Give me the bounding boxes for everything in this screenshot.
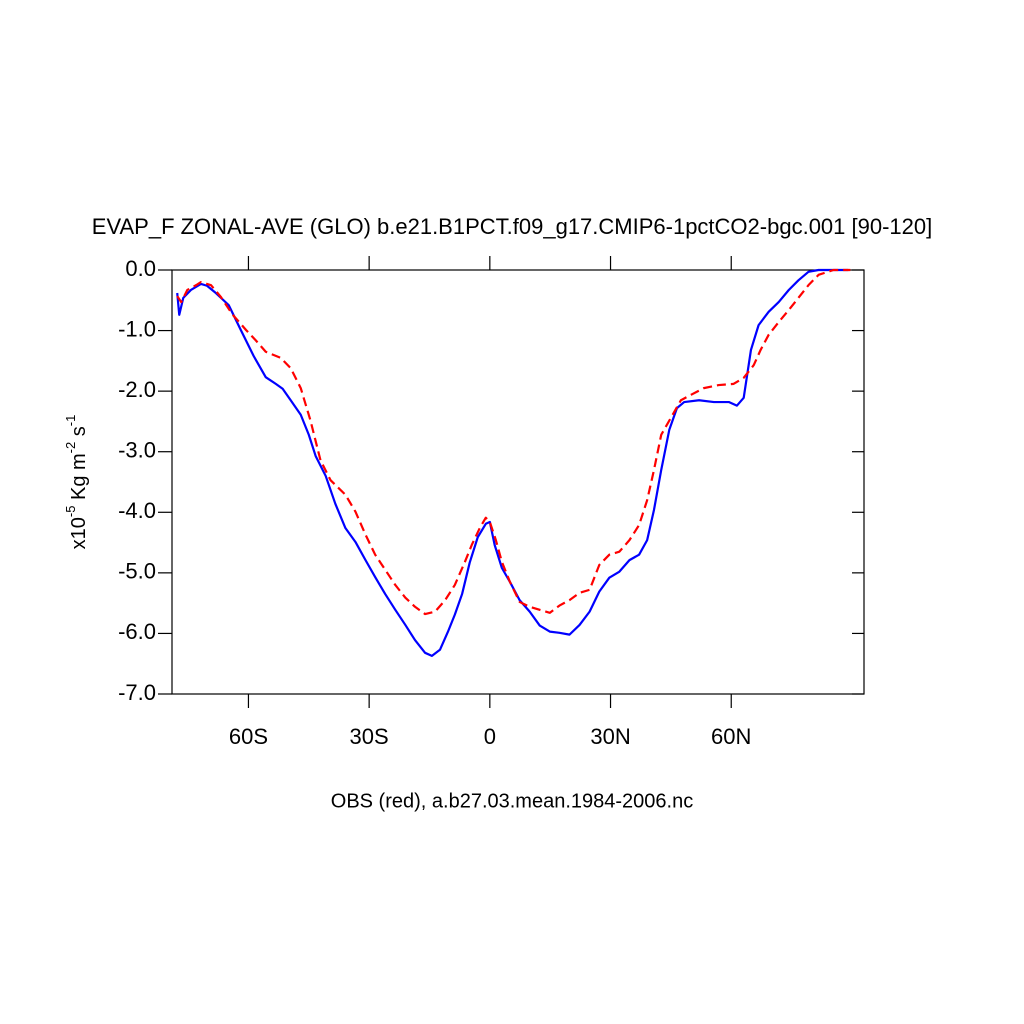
y-axis-label-part: x10 [68, 517, 90, 549]
x-tick-label: 60S [229, 724, 268, 749]
data-line [176, 268, 849, 657]
x-tick-label: 60N [711, 724, 751, 749]
x-tick-label: 0 [484, 724, 496, 749]
y-tick-label: -4.0 [118, 498, 156, 523]
y-tick-label: -1.0 [118, 316, 156, 341]
y-tick-label: -3.0 [118, 438, 156, 463]
y-tick-label: -6.0 [118, 619, 156, 644]
data-line [176, 268, 851, 616]
x-tick-label: 30N [590, 724, 630, 749]
y-axis-label-part: s [68, 426, 90, 442]
plot-frame [171, 269, 865, 695]
y-tick-label: -2.0 [118, 377, 156, 402]
y-tick-label: -5.0 [118, 559, 156, 584]
y-axis-label-part: Kg m [68, 453, 90, 505]
chart-subtitle: OBS (red), a.b27.03.mean.1984-2006.nc [331, 790, 693, 812]
chart-title: EVAP_F ZONAL-AVE (GLO) b.e21.B1PCT.f09_g… [92, 214, 932, 239]
x-tick-label: 30S [350, 724, 389, 749]
y-axis-label: x10-5 Kg m-2 s-1 [63, 415, 90, 550]
y-axis-label-superscript: -2 [63, 442, 78, 454]
y-tick-label: 0.0 [125, 256, 156, 281]
y-axis-label-superscript: -5 [63, 506, 78, 518]
y-axis-label-superscript: -1 [63, 415, 78, 427]
y-tick-label: -7.0 [118, 680, 156, 705]
